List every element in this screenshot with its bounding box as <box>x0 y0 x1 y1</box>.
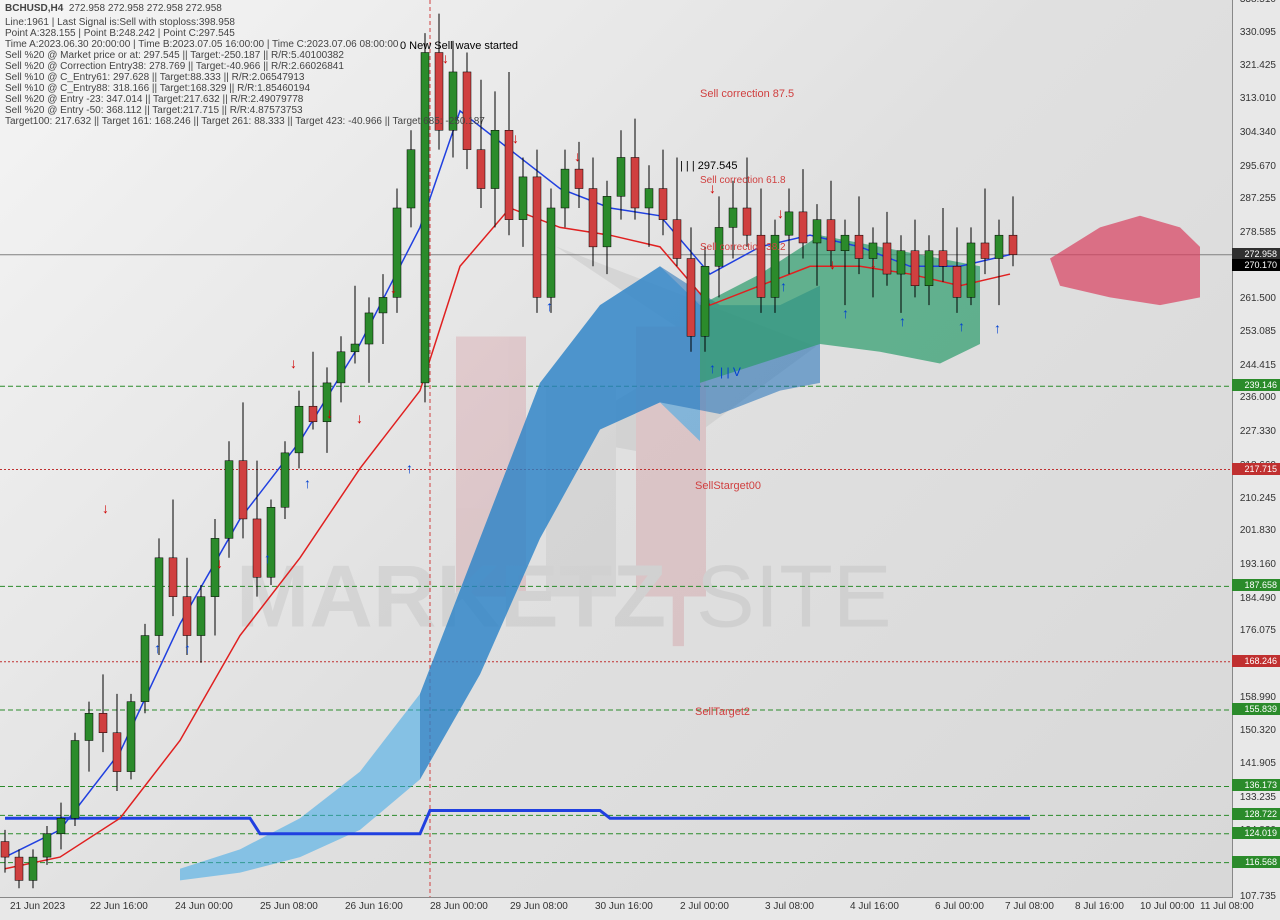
y-tick: 210.245 <box>1240 493 1276 504</box>
chart-root: MARKETZ | SITE ↑↑↑↑↑↑↑↑↑↑↑↑↓↓↓↓↓↓↓↓↓↓↓↓↓… <box>0 0 1280 920</box>
y-tick: 304.340 <box>1240 127 1276 138</box>
price-tag: 270.170 <box>1232 259 1280 271</box>
x-tick: 4 Jul 16:00 <box>850 901 899 912</box>
price-tag: 217.715 <box>1232 463 1280 475</box>
arrow-up-icon: ↑ <box>154 640 161 656</box>
arrow-down-icon: ↓ <box>102 500 109 516</box>
annotation: | | | 297.545 <box>680 160 738 172</box>
x-tick: 30 Jun 16:00 <box>595 901 653 912</box>
arrow-down-icon: ↓ <box>777 205 784 221</box>
annotation: SellTarget2 <box>695 706 750 718</box>
x-tick: 29 Jun 08:00 <box>510 901 568 912</box>
arrow-down-icon: ↓ <box>829 256 836 272</box>
overlay: ↑↑↑↑↑↑↑↑↑↑↑↑↓↓↓↓↓↓↓↓↓↓↓↓↓BCHUSD,H4 272.9… <box>0 0 1232 897</box>
y-tick: 201.830 <box>1240 525 1276 536</box>
y-tick: 313.010 <box>1240 93 1276 104</box>
arrow-down-icon: ↓ <box>574 148 581 164</box>
arrow-up-icon: ↑ <box>304 475 311 491</box>
annotation: Sell correction 38.2 <box>700 242 786 253</box>
x-tick: 8 Jul 16:00 <box>1075 901 1124 912</box>
arrow-up-icon: ↑ <box>264 550 271 566</box>
x-tick: 21 Jun 2023 <box>10 901 65 912</box>
annotation: SellStarget00 <box>695 480 761 492</box>
y-tick: 244.415 <box>1240 360 1276 371</box>
arrow-down-icon: ↓ <box>442 50 449 66</box>
arrow-up-icon: ↑ <box>546 298 553 314</box>
y-tick: 236.000 <box>1240 392 1276 403</box>
annotation: 0 New Sell wave started <box>400 40 518 52</box>
x-axis: 21 Jun 2023 22 Jun 16:00 24 Jun 00:00 25 Ju… <box>0 897 1232 920</box>
price-tag: 155.839 <box>1232 703 1280 715</box>
symbol-header: BCHUSD,H4 272.958 272.958 272.958 272.95… <box>5 3 222 15</box>
x-tick: 3 Jul 08:00 <box>765 901 814 912</box>
y-tick: 158.990 <box>1240 692 1276 703</box>
y-tick: 227.330 <box>1240 426 1276 437</box>
y-tick: 141.905 <box>1240 758 1276 769</box>
price-tag: 187.658 <box>1232 579 1280 591</box>
y-axis: 338.510 330.095 321.425 313.010 304.340 295.6… <box>1232 0 1280 897</box>
y-tick: 133.235 <box>1240 792 1276 803</box>
x-tick: 10 Jul 00:00 <box>1140 901 1195 912</box>
y-tick: 330.095 <box>1240 27 1276 38</box>
x-tick: 7 Jul 08:00 <box>1005 901 1054 912</box>
y-tick: 295.670 <box>1240 161 1276 172</box>
y-tick: 287.255 <box>1240 193 1276 204</box>
arrow-up-icon: ↑ <box>709 360 716 376</box>
annotation: | | V <box>720 365 741 379</box>
price-tag: 128.722 <box>1232 808 1280 820</box>
x-tick: 26 Jun 16:00 <box>345 901 403 912</box>
plot-area[interactable]: MARKETZ | SITE ↑↑↑↑↑↑↑↑↑↑↑↑↓↓↓↓↓↓↓↓↓↓↓↓↓… <box>0 0 1233 898</box>
arrow-up-icon: ↑ <box>994 320 1001 336</box>
price-tag: 124.019 <box>1232 827 1280 839</box>
y-tick: 338.510 <box>1240 0 1276 5</box>
annotation: Sell correction 87.5 <box>700 88 794 100</box>
x-tick: 22 Jun 16:00 <box>90 901 148 912</box>
y-tick: 278.585 <box>1240 227 1276 238</box>
arrow-up-icon: ↑ <box>899 313 906 329</box>
arrow-up-icon: ↑ <box>780 278 787 294</box>
y-tick: 261.500 <box>1240 293 1276 304</box>
price-tag: 239.146 <box>1232 379 1280 391</box>
x-tick: 25 Jun 08:00 <box>260 901 318 912</box>
x-tick: 24 Jun 00:00 <box>175 901 233 912</box>
arrow-down-icon: ↓ <box>870 255 877 271</box>
arrow-down-icon: ↓ <box>216 555 223 571</box>
info-line: Target100: 217.632 || Target 161: 168.24… <box>5 116 485 128</box>
annotation: Sell correction 61.8 <box>700 175 786 186</box>
y-tick: 184.490 <box>1240 593 1276 604</box>
arrow-up-icon: ↑ <box>184 640 191 656</box>
y-tick: 176.075 <box>1240 625 1276 636</box>
y-tick: 321.425 <box>1240 60 1276 71</box>
x-tick: 2 Jul 00:00 <box>680 901 729 912</box>
x-tick: 11 Jul 08:00 <box>1200 901 1254 912</box>
arrow-down-icon: ↓ <box>356 410 363 426</box>
arrow-down-icon: ↓ <box>290 355 297 371</box>
arrow-down-icon: ↓ <box>512 130 519 146</box>
price-tag: 116.568 <box>1232 856 1280 868</box>
y-tick: 150.320 <box>1240 725 1276 736</box>
y-tick: 193.160 <box>1240 559 1276 570</box>
arrow-down-icon: ↓ <box>390 280 397 296</box>
y-tick: 253.085 <box>1240 326 1276 337</box>
x-tick: 28 Jun 00:00 <box>430 901 488 912</box>
arrow-up-icon: ↑ <box>958 318 965 334</box>
x-tick: 6 Jul 00:00 <box>935 901 984 912</box>
price-tag: 168.246 <box>1232 655 1280 667</box>
arrow-up-icon: ↑ <box>406 460 413 476</box>
arrow-up-icon: ↑ <box>842 305 849 321</box>
arrow-down-icon: ↓ <box>326 405 333 421</box>
price-tag: 136.173 <box>1232 779 1280 791</box>
